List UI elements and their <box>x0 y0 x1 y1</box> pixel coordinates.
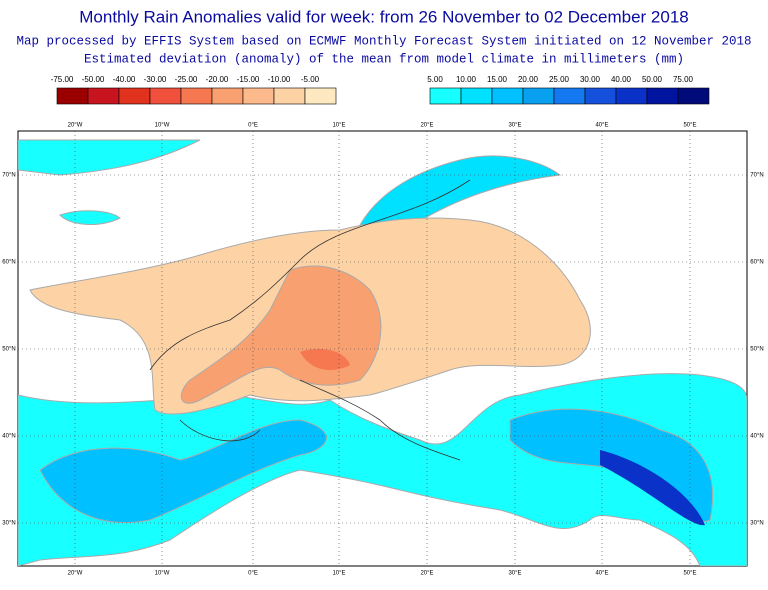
wet-core <box>39 419 327 524</box>
legend-swatch <box>273 87 306 105</box>
lon-label: 20°W <box>68 571 83 577</box>
lon-label: 10°E <box>332 123 345 129</box>
legend-label: 30.00 <box>580 75 601 84</box>
legend-swatch <box>149 87 182 105</box>
legend-swatch <box>242 87 275 105</box>
legend-swatch <box>553 87 586 105</box>
legend-swatch <box>304 87 337 105</box>
legend-label: 50.00 <box>642 75 663 84</box>
legend-label: -30.00 <box>144 75 167 84</box>
lon-label: 20°E <box>420 571 433 577</box>
lon-label: 30°E <box>508 571 521 577</box>
legend-swatch <box>211 87 244 105</box>
lon-label: 0°E <box>248 571 258 577</box>
legend-swatch <box>429 87 462 105</box>
legend-label: 20.00 <box>518 75 539 84</box>
legend-label: 40.00 <box>611 75 632 84</box>
title: Monthly Rain Anomalies valid for week: f… <box>79 7 688 26</box>
legend-label: -20.00 <box>206 75 229 84</box>
lat-label: 30°N <box>2 521 15 527</box>
lon-label: 40°E <box>595 123 608 129</box>
dry-peak <box>300 348 350 371</box>
legend-swatch <box>56 87 89 105</box>
legend-label: -10.00 <box>268 75 291 84</box>
lat-label: 60°N <box>2 260 15 266</box>
legend-label: -40.00 <box>113 75 136 84</box>
lon-label: 30°E <box>508 123 521 129</box>
lon-label: 10°E <box>332 571 345 577</box>
legend-swatch <box>646 87 679 105</box>
legend-label: 25.00 <box>549 75 570 84</box>
legend-label: -5.00 <box>301 75 320 84</box>
lat-label: 40°N <box>2 434 15 440</box>
coastline <box>149 179 471 461</box>
legend-label: -25.00 <box>175 75 198 84</box>
legend-label: 15.00 <box>487 75 508 84</box>
legend-swatch <box>460 87 493 105</box>
wet-peak <box>600 450 705 526</box>
description: Estimated deviation (anomaly) of the mea… <box>84 52 684 66</box>
legend-label: 75.00 <box>673 75 694 84</box>
legend-swatch <box>584 87 617 105</box>
lon-label: 0°E <box>248 123 258 129</box>
legend-label: 10.00 <box>456 75 477 84</box>
legend-swatch <box>180 87 213 105</box>
wet-iceland <box>59 210 121 225</box>
map <box>17 130 748 567</box>
lon-label: 50°E <box>683 123 696 129</box>
legend-label: -75.00 <box>51 75 74 84</box>
lon-label: 50°E <box>683 571 696 577</box>
lat-label: 40°N <box>750 434 763 440</box>
legend-label: 5.00 <box>427 75 443 84</box>
subtitle: Map processed by EFFIS System based on E… <box>16 34 751 48</box>
legend-swatch <box>87 87 120 105</box>
legend-swatch <box>615 87 648 105</box>
legend-swatch <box>522 87 555 105</box>
legend-label: -15.00 <box>237 75 260 84</box>
lat-label: 70°N <box>750 173 763 179</box>
legend-label: -50.00 <box>82 75 105 84</box>
lat-label: 30°N <box>750 521 763 527</box>
lat-label: 50°N <box>2 347 15 353</box>
wet-arctic <box>18 139 201 176</box>
lat-label: 50°N <box>750 347 763 353</box>
lon-label: 40°E <box>595 571 608 577</box>
lat-label: 60°N <box>750 260 763 266</box>
lon-label: 10°W <box>155 571 170 577</box>
lon-label: 20°E <box>420 123 433 129</box>
legend-swatch <box>677 87 710 105</box>
legend-swatch <box>491 87 524 105</box>
lon-label: 10°W <box>155 123 170 129</box>
legend-swatch <box>118 87 151 105</box>
lat-label: 70°N <box>2 173 15 179</box>
lon-label: 20°W <box>68 123 83 129</box>
